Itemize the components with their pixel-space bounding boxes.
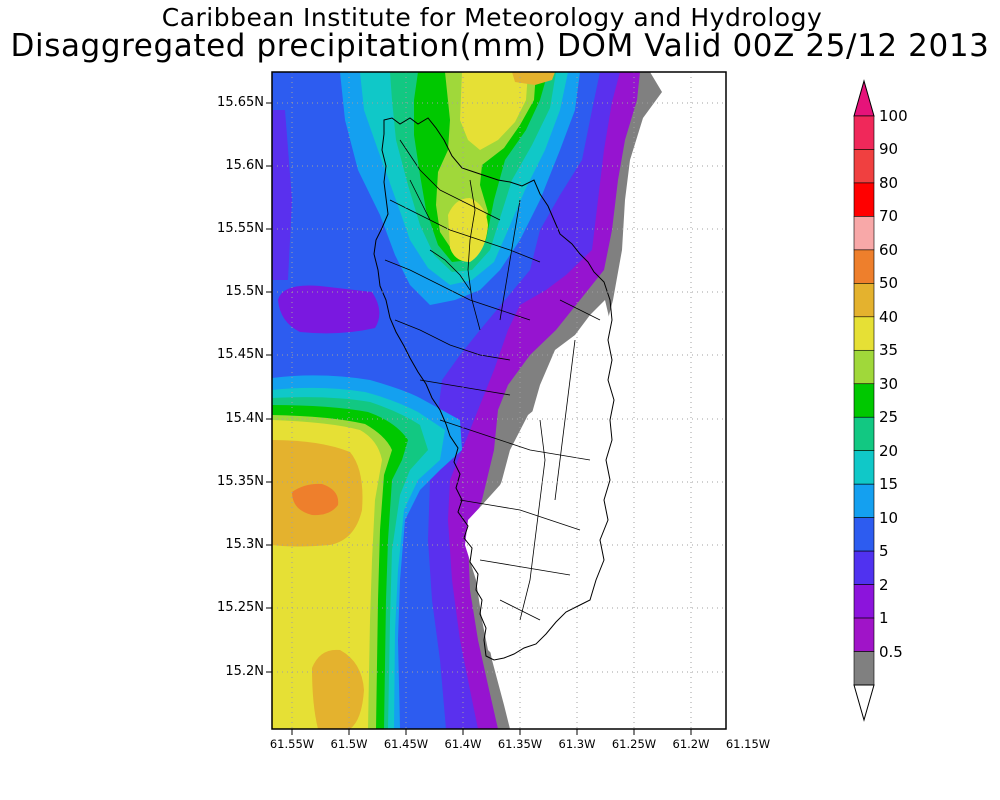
colorbar-box xyxy=(853,316,875,351)
colorbar-label: 40 xyxy=(879,307,899,326)
x-tick-label: 61.45W xyxy=(383,737,429,751)
colorbar-box xyxy=(853,149,875,184)
colorbar-box xyxy=(853,651,875,686)
y-tick-label: 15.35N xyxy=(217,474,264,489)
map-layer xyxy=(272,72,726,729)
colorbar-label: 50 xyxy=(879,274,899,293)
x-tick-label: 61.55W xyxy=(269,737,315,751)
colorbar-box xyxy=(853,115,875,150)
colorbar-label: 10 xyxy=(879,508,899,527)
colorbar-top-arrow xyxy=(853,79,875,117)
colorbar-box xyxy=(853,182,875,217)
colorbar-box xyxy=(853,617,875,652)
colorbar-label: 80 xyxy=(879,173,899,192)
plot-frame xyxy=(271,71,727,730)
colorbar-box xyxy=(853,283,875,318)
colorbar-box xyxy=(853,483,875,518)
x-tick-label: 61.35W xyxy=(497,737,543,751)
colorbar-box xyxy=(853,216,875,251)
island-coastline xyxy=(373,117,615,661)
x-tick-label: 61.25W xyxy=(611,737,657,751)
band-yellow-mid xyxy=(448,198,488,262)
band-darkorange-south-left xyxy=(292,483,339,516)
y-tick-label: 15.55N xyxy=(217,221,264,236)
colorbar-box xyxy=(853,550,875,585)
band-orange-north xyxy=(512,72,555,85)
colorbar-label: 60 xyxy=(879,240,899,259)
colorbar-bottom-arrow xyxy=(853,684,875,722)
colorbar-box xyxy=(853,383,875,418)
colorbar-box xyxy=(853,517,875,552)
colorbar-label: 100 xyxy=(879,107,908,125)
x-tick-label: 61.4W xyxy=(444,737,482,751)
y-tick-label: 15.6N xyxy=(225,158,264,173)
tick-marks xyxy=(266,102,692,735)
y-tick-label: 15.4N xyxy=(225,411,264,426)
band-purple-left xyxy=(278,285,380,334)
y-tick-label: 15.2N xyxy=(225,664,264,679)
colorbar-label: 15 xyxy=(879,475,899,494)
chart-subtitle: Disaggregated precipitation(mm) DOM Vali… xyxy=(10,28,990,64)
colorbar-label: 30 xyxy=(879,374,899,393)
colorbar-box xyxy=(853,450,875,485)
x-tick-label: 61.15W xyxy=(725,737,771,751)
colorbar-box xyxy=(853,584,875,619)
band-orange-south-bottom xyxy=(312,649,364,729)
chart-title: Caribbean Institute for Meteorology and … xyxy=(161,3,823,32)
y-tick-label: 15.25N xyxy=(217,600,264,615)
y-tick-label: 15.45N xyxy=(217,347,264,362)
colorbar-label: 90 xyxy=(879,140,899,159)
colorbar-label: 70 xyxy=(879,207,899,226)
colorbar-box xyxy=(853,249,875,284)
colorbar-label: 1 xyxy=(879,609,889,628)
colorbar-label: 5 xyxy=(879,542,889,561)
colorbar xyxy=(853,79,875,722)
x-tick-label: 61.5W xyxy=(330,737,368,751)
y-tick-label: 15.65N xyxy=(217,95,264,110)
grid-lines xyxy=(272,72,726,729)
colorbar-box xyxy=(853,416,875,452)
colorbar-label: 20 xyxy=(879,441,899,460)
colorbar-box xyxy=(853,349,875,385)
x-tick-label: 61.3W xyxy=(558,737,596,751)
band-yellow-north xyxy=(460,72,528,150)
colorbar-label: 2 xyxy=(879,575,889,594)
y-tick-label: 15.5N xyxy=(225,284,264,299)
y-tick-label: 15.3N xyxy=(225,537,264,552)
colorbar-label: 35 xyxy=(879,341,899,360)
dry-land xyxy=(465,300,614,662)
band-violet-edge xyxy=(272,110,292,280)
colorbar-label: 25 xyxy=(879,408,899,427)
x-tick-label: 61.2W xyxy=(672,737,710,751)
colorbar-label: 0.5 xyxy=(879,642,903,661)
internal-boundaries xyxy=(384,139,601,621)
